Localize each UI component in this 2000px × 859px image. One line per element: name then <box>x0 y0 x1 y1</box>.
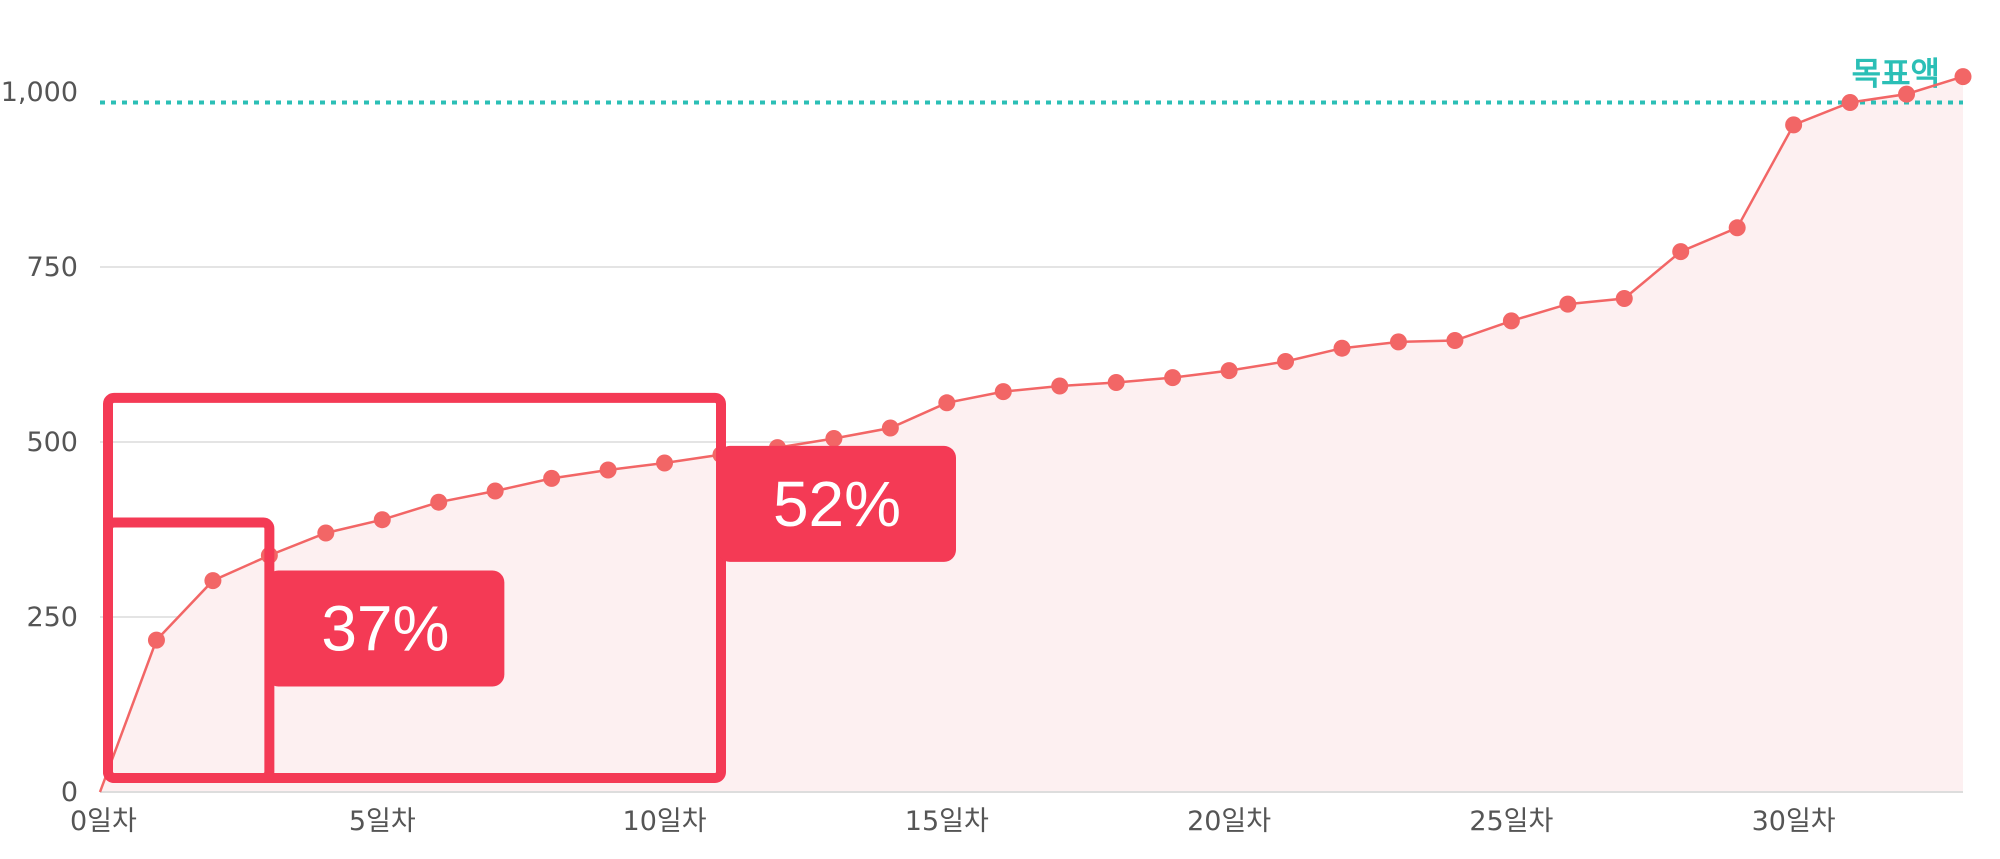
data-point <box>656 455 673 472</box>
data-point <box>1842 94 1859 111</box>
data-point <box>1616 290 1633 307</box>
data-point <box>1785 116 1802 133</box>
target-layer: 목표액 <box>100 55 1963 103</box>
x-tick-label: 25일차 <box>1469 806 1553 837</box>
y-tick-label: 1,000 <box>1 77 78 108</box>
data-point <box>204 572 221 589</box>
data-point <box>600 462 617 479</box>
data-point <box>1446 332 1463 349</box>
data-point <box>1164 369 1181 386</box>
x-tick-label: 5일차 <box>349 806 416 837</box>
data-point <box>1051 378 1068 395</box>
data-point <box>1334 340 1351 357</box>
data-point <box>1503 312 1520 329</box>
data-point <box>430 494 447 511</box>
x-tick-label: 0일차 <box>70 806 137 837</box>
y-tick-label: 750 <box>26 252 78 283</box>
data-point <box>543 470 560 487</box>
data-point <box>317 525 334 542</box>
data-point <box>1898 86 1915 103</box>
data-point <box>1277 353 1294 370</box>
data-point <box>1955 68 1972 85</box>
data-point <box>882 420 899 437</box>
x-tick-label: 15일차 <box>905 806 989 837</box>
data-point <box>1672 243 1689 260</box>
data-point <box>938 394 955 411</box>
data-point <box>825 430 842 447</box>
data-point <box>995 383 1012 400</box>
data-point <box>1559 296 1576 313</box>
x-tick-label: 20일차 <box>1187 806 1271 837</box>
data-point <box>148 632 165 649</box>
x-tick-label: 30일차 <box>1752 806 1836 837</box>
y-tick-label: 500 <box>26 427 78 458</box>
data-point <box>1108 374 1125 391</box>
data-point <box>1221 362 1238 379</box>
callout-label: 52% <box>773 468 901 540</box>
y-tick-label: 0 <box>61 777 78 808</box>
callout-label: 37% <box>321 593 449 665</box>
y-tick-label: 250 <box>26 602 78 633</box>
data-point <box>487 483 504 500</box>
data-point <box>1729 219 1746 236</box>
data-point <box>1390 333 1407 350</box>
data-point <box>374 511 391 528</box>
x-tick-label: 10일차 <box>623 806 707 837</box>
